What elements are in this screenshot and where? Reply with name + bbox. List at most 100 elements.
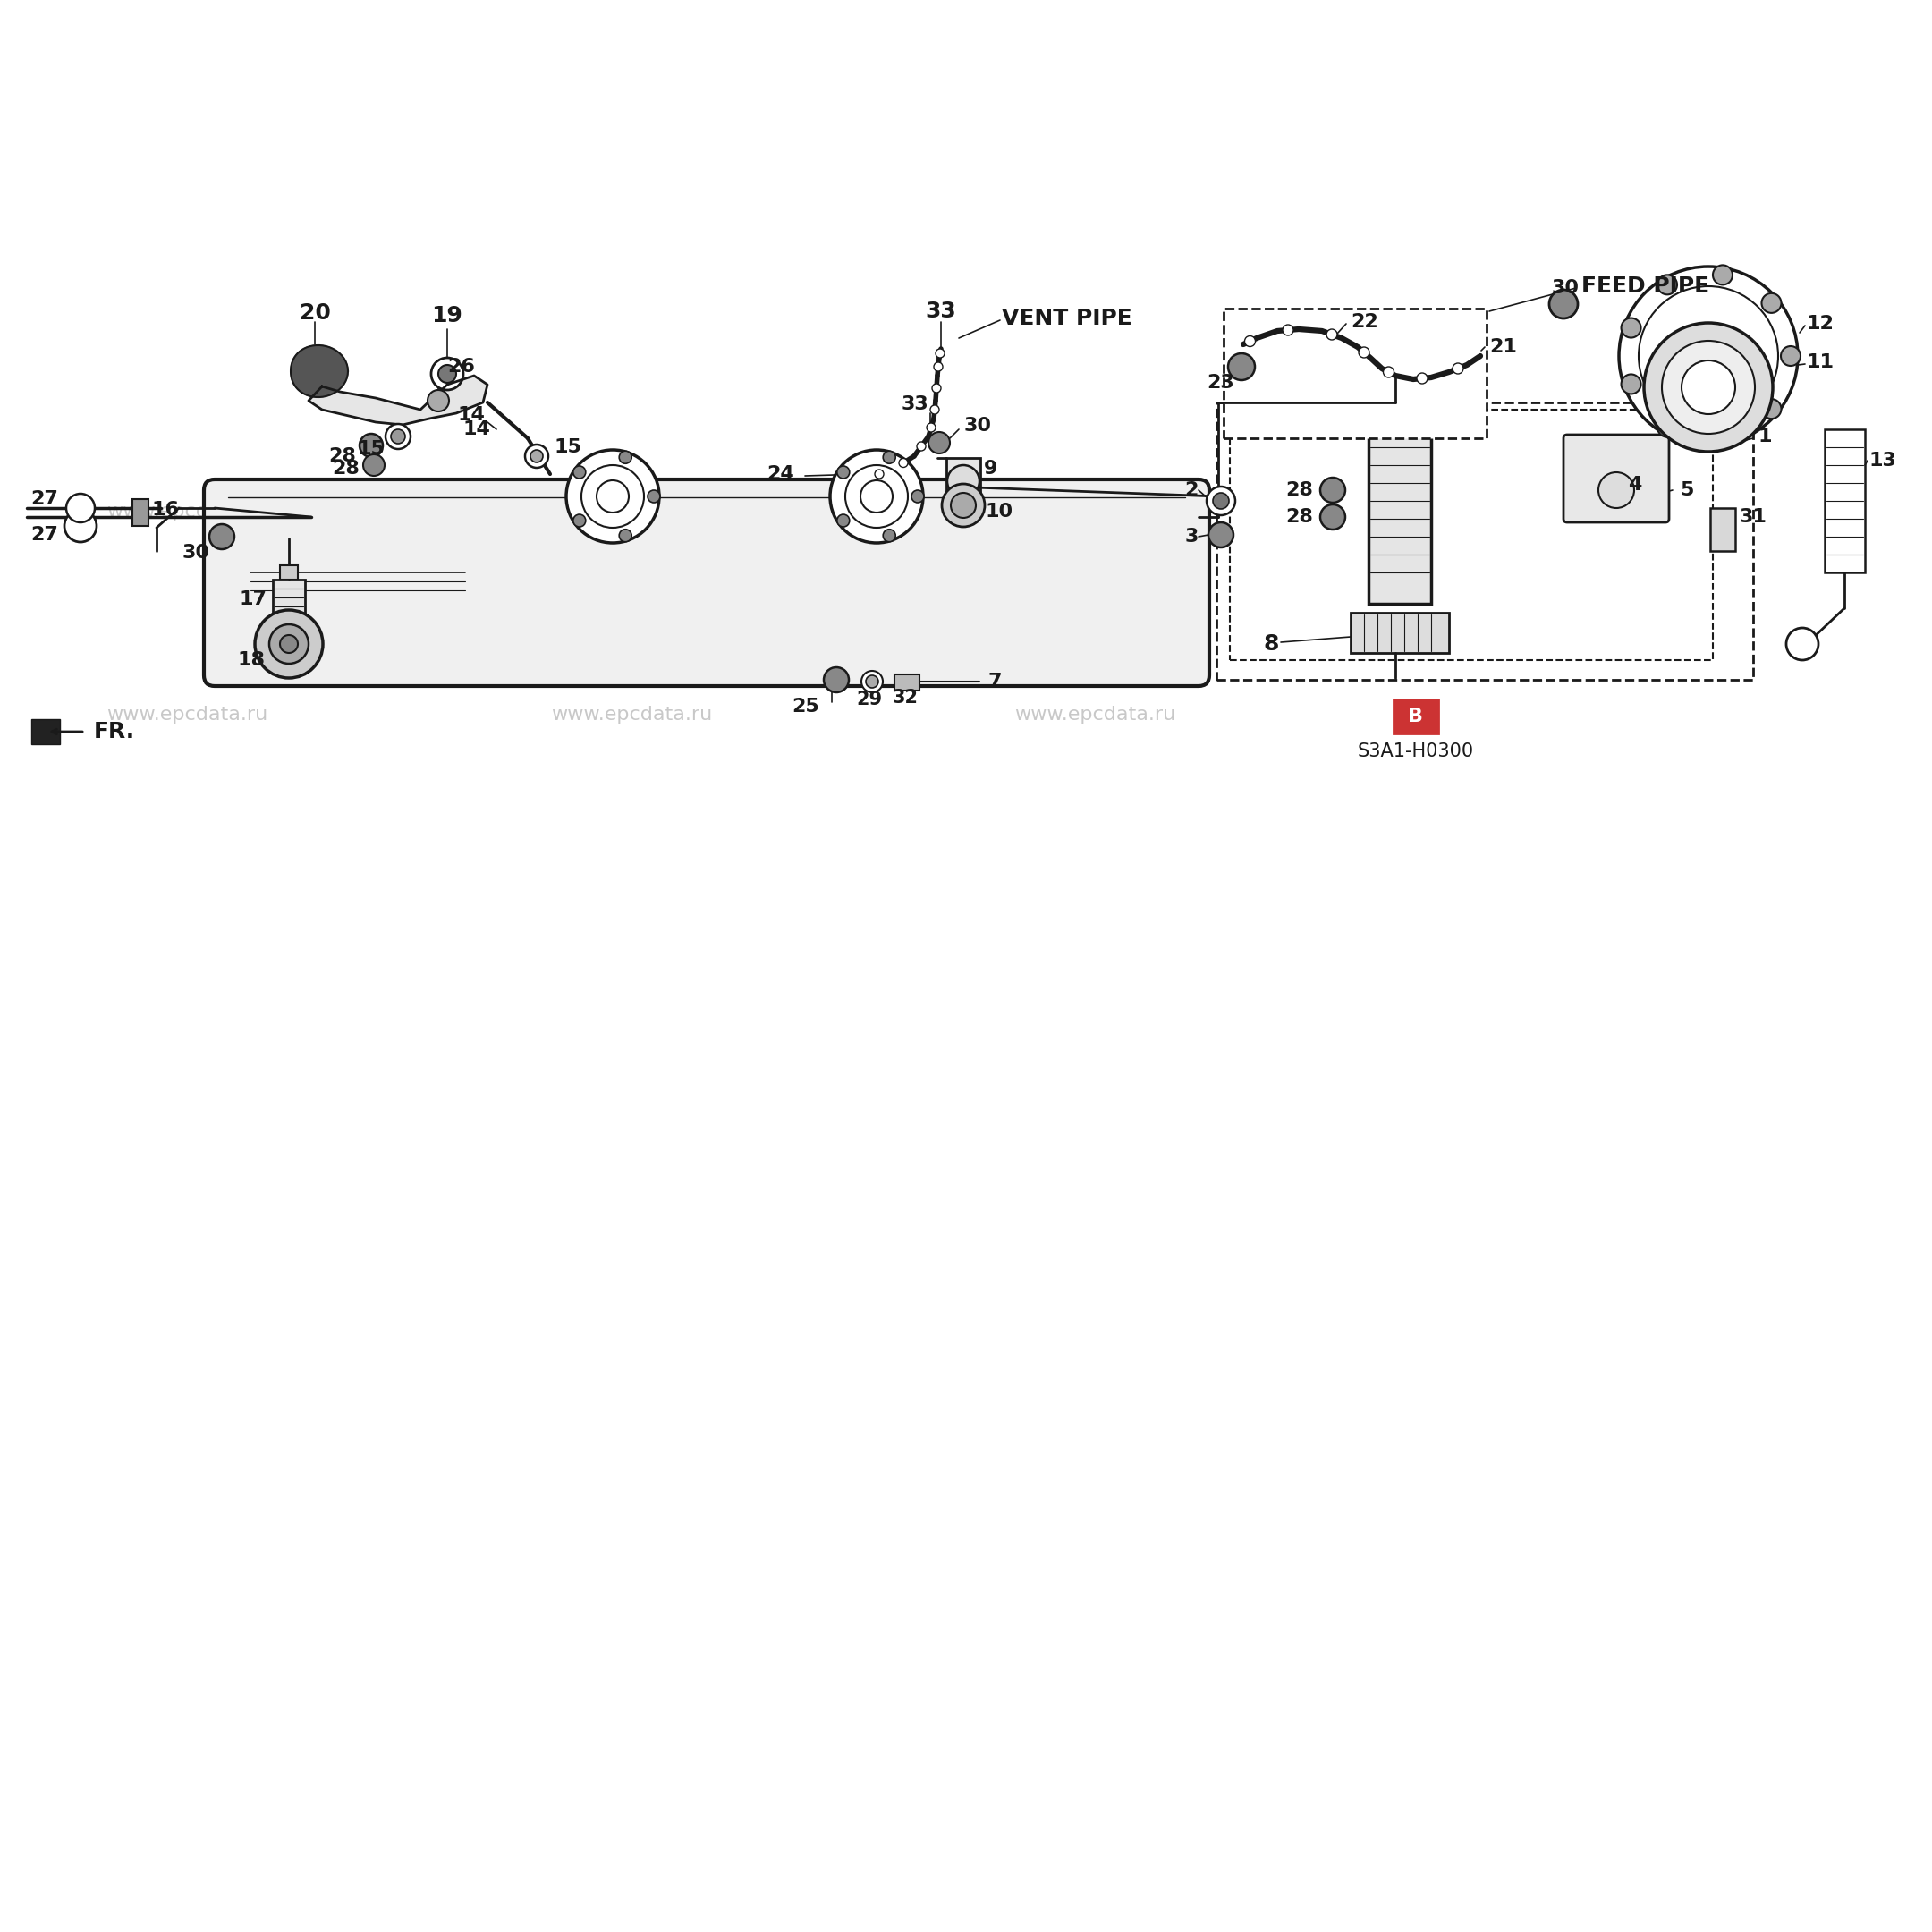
Bar <box>280 566 298 580</box>
Circle shape <box>935 350 945 357</box>
Text: 32: 32 <box>893 688 918 707</box>
Circle shape <box>1416 373 1428 384</box>
Circle shape <box>1320 477 1345 502</box>
Circle shape <box>431 357 464 390</box>
Circle shape <box>386 423 410 448</box>
Polygon shape <box>290 346 348 398</box>
Text: 29: 29 <box>856 690 883 709</box>
Circle shape <box>943 483 985 527</box>
Circle shape <box>1283 325 1293 336</box>
Text: 9: 9 <box>983 460 997 477</box>
Circle shape <box>359 435 383 458</box>
Circle shape <box>898 458 908 468</box>
Text: 24: 24 <box>767 466 794 483</box>
Circle shape <box>846 466 908 527</box>
Text: 18: 18 <box>238 651 265 668</box>
Circle shape <box>883 450 896 464</box>
Text: 26: 26 <box>446 357 475 375</box>
Circle shape <box>647 491 661 502</box>
Circle shape <box>875 469 883 479</box>
Text: www.epcdata.ru: www.epcdata.ru <box>551 502 711 522</box>
Circle shape <box>255 611 323 678</box>
Text: 25: 25 <box>792 697 819 715</box>
Circle shape <box>269 624 309 665</box>
Circle shape <box>883 529 896 541</box>
Text: 16: 16 <box>153 500 180 520</box>
Circle shape <box>918 442 925 450</box>
Circle shape <box>862 670 883 692</box>
Text: www.epcdata.ru: www.epcdata.ru <box>1468 502 1629 522</box>
Bar <box>31 719 60 744</box>
Text: 15: 15 <box>554 439 582 456</box>
Circle shape <box>1320 504 1345 529</box>
Bar <box>133 498 149 526</box>
Text: 27: 27 <box>31 526 58 543</box>
Circle shape <box>912 491 923 502</box>
Circle shape <box>1762 400 1781 419</box>
Circle shape <box>209 524 234 549</box>
Text: B: B <box>1408 707 1424 724</box>
Text: www.epcdata.ru: www.epcdata.ru <box>551 705 711 724</box>
Circle shape <box>951 493 976 518</box>
Text: 23: 23 <box>1208 375 1235 392</box>
Text: 5: 5 <box>1679 481 1694 498</box>
Polygon shape <box>309 375 487 425</box>
Text: 28: 28 <box>332 460 359 477</box>
Circle shape <box>931 384 941 392</box>
Circle shape <box>618 529 632 541</box>
Bar <box>947 458 980 504</box>
Text: 21: 21 <box>1490 338 1517 355</box>
Circle shape <box>1383 367 1395 377</box>
Text: 14: 14 <box>462 421 491 439</box>
Text: 31: 31 <box>1739 508 1768 526</box>
Text: 4: 4 <box>1629 475 1642 495</box>
Circle shape <box>280 636 298 653</box>
FancyBboxPatch shape <box>1563 435 1669 522</box>
FancyBboxPatch shape <box>205 479 1209 686</box>
Circle shape <box>1208 487 1235 516</box>
Text: 28: 28 <box>1285 508 1314 526</box>
Bar <box>1217 402 1752 680</box>
Text: S3A1-H0300: S3A1-H0300 <box>1358 742 1474 761</box>
Circle shape <box>1327 328 1337 340</box>
Circle shape <box>439 365 456 383</box>
Bar <box>895 674 920 690</box>
Circle shape <box>390 429 406 444</box>
Circle shape <box>1213 493 1229 508</box>
Text: 28: 28 <box>328 446 355 466</box>
Circle shape <box>831 450 923 543</box>
Text: 11: 11 <box>1806 354 1835 371</box>
Bar <box>1231 410 1714 661</box>
Text: 17: 17 <box>240 591 267 609</box>
Bar <box>272 580 305 641</box>
Circle shape <box>1714 265 1733 284</box>
Circle shape <box>574 466 585 479</box>
Circle shape <box>1681 361 1735 413</box>
Circle shape <box>1662 340 1754 435</box>
Circle shape <box>597 481 628 512</box>
Circle shape <box>531 450 543 462</box>
Text: www.epcdata.ru: www.epcdata.ru <box>106 705 267 724</box>
Circle shape <box>1781 346 1801 365</box>
Circle shape <box>66 495 95 522</box>
Circle shape <box>933 363 943 371</box>
Bar <box>1368 425 1432 603</box>
Text: 22: 22 <box>1350 313 1378 330</box>
Text: 28: 28 <box>1285 481 1314 498</box>
Text: 33: 33 <box>925 301 956 323</box>
Circle shape <box>363 454 384 475</box>
Text: 30: 30 <box>1551 278 1578 298</box>
Circle shape <box>64 510 97 543</box>
Circle shape <box>947 466 980 497</box>
Circle shape <box>837 514 850 527</box>
Text: 33: 33 <box>900 396 929 413</box>
Bar <box>1381 412 1418 427</box>
Text: 8: 8 <box>1264 634 1279 655</box>
Bar <box>1223 309 1486 439</box>
Text: 1: 1 <box>1758 427 1772 446</box>
Circle shape <box>1787 628 1818 661</box>
Text: 30: 30 <box>964 417 991 435</box>
Bar <box>1710 508 1735 551</box>
Text: www.epcdata.ru: www.epcdata.ru <box>1014 502 1175 522</box>
Text: www.epcdata.ru: www.epcdata.ru <box>106 502 267 522</box>
